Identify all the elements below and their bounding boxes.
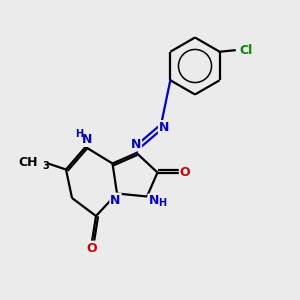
Text: CH: CH: [19, 155, 38, 169]
Text: N: N: [148, 194, 159, 208]
Text: H: H: [75, 129, 83, 140]
Text: O: O: [86, 242, 97, 255]
Text: O: O: [180, 166, 190, 179]
Text: Cl: Cl: [239, 44, 252, 57]
Text: N: N: [131, 137, 141, 151]
Text: N: N: [82, 133, 92, 146]
Text: H: H: [158, 198, 167, 208]
Text: 3: 3: [43, 161, 49, 171]
Text: N: N: [159, 121, 169, 134]
Text: N: N: [110, 194, 121, 207]
